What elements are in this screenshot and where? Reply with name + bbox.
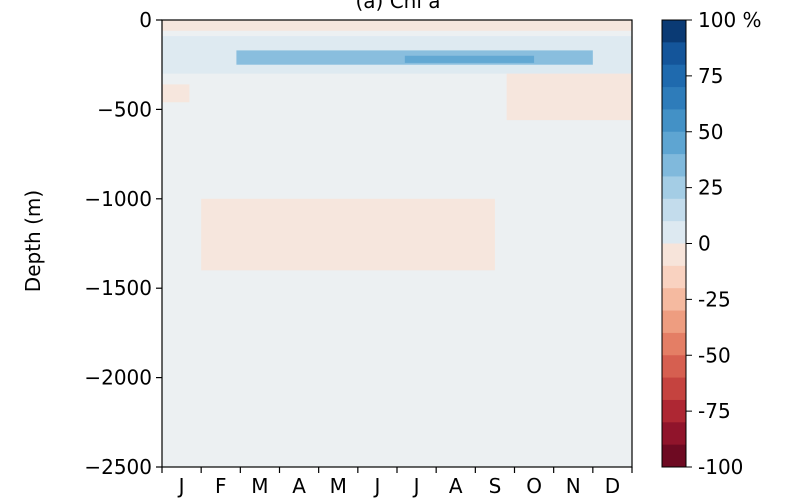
x-tick-label: J <box>177 474 185 498</box>
colorbar-tick-label: 100 % <box>698 8 762 32</box>
colorbar-tick-label: 75 <box>698 64 723 88</box>
colorbar-segment <box>662 221 686 244</box>
colorbar-segment <box>662 42 686 66</box>
colorbar-segment <box>662 243 686 267</box>
colorbar-segment <box>662 399 686 423</box>
y-axis: 0 −500 −1000 −1500 −2000 −2500 <box>84 8 162 479</box>
colorbar-segment <box>662 176 686 200</box>
colorbar-tick-label: -100 <box>698 455 743 479</box>
colorbar-segment <box>662 87 686 110</box>
heatmap-feature <box>506 73 632 121</box>
x-tick-label: M <box>330 474 347 498</box>
colorbar-tick-label: 0 <box>698 232 711 256</box>
heatmap-feature <box>162 20 632 31</box>
colorbar-segment <box>662 109 686 133</box>
y-tick-label: −500 <box>97 97 152 121</box>
colorbar-segment <box>662 355 686 379</box>
y-tick-label: −1500 <box>84 276 152 300</box>
colorbar-tick-label: -25 <box>698 287 731 311</box>
colorbar-segment <box>662 310 686 334</box>
heatmap-feature <box>404 55 535 63</box>
colorbar: 100 % 75 50 25 0 -25 -50 -75 -100 <box>661 8 762 479</box>
x-tick-label: N <box>566 474 581 498</box>
colorbar-segment <box>662 422 686 446</box>
y-tick-label: −2500 <box>84 455 152 479</box>
colorbar-tick-label: -50 <box>698 343 731 367</box>
x-tick-label: F <box>215 474 227 498</box>
heatmap-feature <box>201 198 495 271</box>
y-tick-label: 0 <box>139 8 152 32</box>
x-tick-label: A <box>292 474 306 498</box>
heatmap-area <box>162 20 632 467</box>
colorbar-segment <box>662 20 686 43</box>
colorbar-segment <box>662 198 686 222</box>
x-tick-label: M <box>251 474 268 498</box>
heatmap-feature <box>162 84 190 103</box>
y-tick-label: −2000 <box>84 366 152 390</box>
colorbar-tick-label: 50 <box>698 120 723 144</box>
colorbar-segment <box>662 377 686 401</box>
x-tick-label: O <box>526 474 542 498</box>
x-tick-label: A <box>449 474 463 498</box>
colorbar-segment <box>662 64 686 88</box>
colorbar-segment <box>662 154 686 177</box>
colorbar-tick-label: -75 <box>698 399 731 423</box>
x-tick-label: D <box>605 474 620 498</box>
x-tick-label: J <box>372 474 380 498</box>
x-tick-label: S <box>489 474 502 498</box>
x-tick-label: J <box>412 474 420 498</box>
colorbar-segment <box>662 444 686 468</box>
y-tick-label: −1000 <box>84 187 152 211</box>
colorbar-tick-label: 25 <box>698 176 723 200</box>
colorbar-segment <box>662 265 686 289</box>
y-axis-label: Depth (m) <box>21 190 45 292</box>
colorbar-segment <box>662 288 686 312</box>
colorbar-segment <box>662 332 686 356</box>
chart-title: (a) Chl a <box>355 0 440 13</box>
colorbar-segment <box>662 131 686 155</box>
